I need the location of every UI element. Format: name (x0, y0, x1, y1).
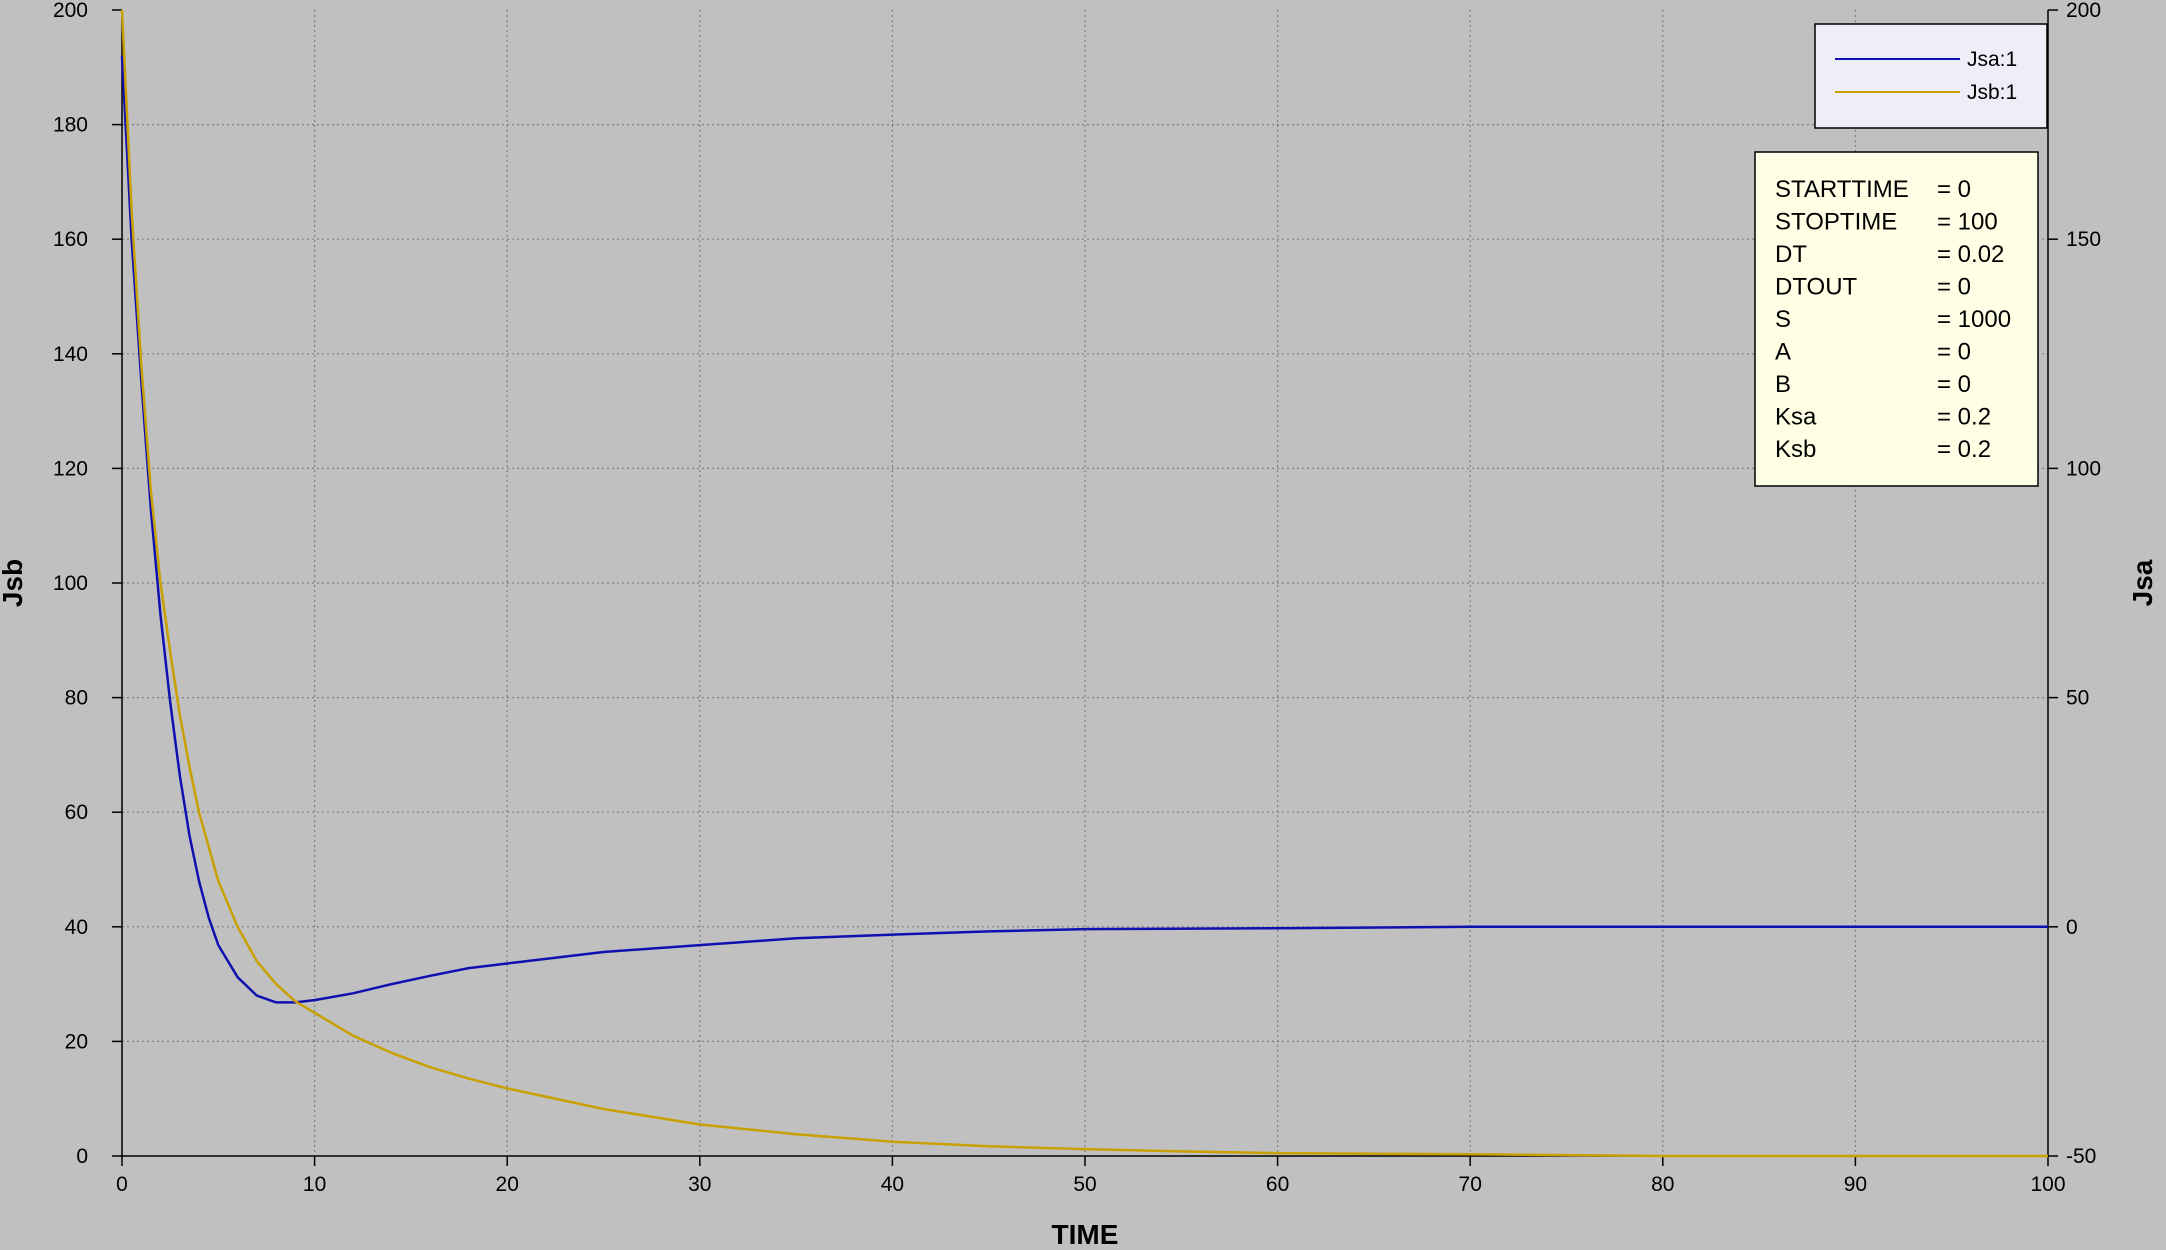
param-value: = 0 (1937, 339, 1971, 366)
legend-label-jsb: Jsb:1 (1967, 81, 2017, 104)
series-line-jsb (120, 9, 2048, 1158)
series-line-jsa (120, 55, 2048, 1004)
y-left-tick-label: 100 (53, 572, 88, 595)
param-name: A (1775, 339, 1791, 366)
x-tick-label: 50 (1073, 1173, 1096, 1196)
y-left-tick-label: 120 (53, 457, 88, 480)
y-right-tick-label: 100 (2066, 457, 2101, 480)
legend: Jsa:1 Jsb:1 (1814, 23, 2048, 129)
param-value: = 0 (1937, 274, 1971, 301)
param-name: S (1775, 306, 1791, 333)
param-value: = 0.2 (1937, 436, 1991, 463)
param-name: Ksb (1775, 436, 1816, 463)
y-left-tick-label: 60 (65, 801, 88, 824)
y-left-tick-label: 80 (65, 687, 88, 710)
y-left-tick-label: 40 (65, 916, 88, 939)
param-name: DT (1775, 241, 1807, 268)
y-right-tick-label: 150 (2066, 228, 2101, 251)
y-right-tick-label: 0 (2066, 916, 2078, 939)
y-axis-right-title: Jsa (2127, 559, 2158, 606)
x-tick-label: 80 (1651, 1173, 1674, 1196)
x-tick-label: 100 (2030, 1173, 2065, 1196)
param-name: STOPTIME (1775, 209, 1897, 236)
parameters-list: STARTTIME = 0 STOPTIME = 100 DT = 0.02 DTOUT = … (1775, 176, 2011, 463)
param-value: = 100 (1937, 209, 1998, 236)
x-tick-label: 30 (688, 1173, 711, 1196)
x-tick-label: 90 (1844, 1173, 1867, 1196)
x-tick-label: 40 (881, 1173, 904, 1196)
y-right-tick-label: -50 (2066, 1145, 2096, 1168)
param-value: = 0 (1937, 176, 1971, 203)
param-name: DTOUT (1775, 274, 1858, 301)
param-value: = 0 (1937, 371, 1971, 398)
y-left-tick-label: 160 (53, 228, 88, 251)
y-left-tick-label: 0 (76, 1145, 88, 1168)
parameters-box: STARTTIME = 0 STOPTIME = 100 DT = 0.02 DTOUT = … (1754, 151, 2039, 487)
param-name: Ksa (1775, 404, 1817, 431)
series-layer (120, 9, 2048, 1158)
param-name: B (1775, 371, 1791, 398)
param-value: = 0.2 (1937, 404, 1991, 431)
param-value: = 1000 (1937, 306, 2011, 333)
x-axis-title: TIME (1052, 1219, 1119, 1250)
tick-labels: 0 10 20 30 40 50 60 70 80 90 100 0 20 40 60 80 100 120 140… (53, 0, 2101, 1196)
x-tick-label: 0 (116, 1173, 128, 1196)
y-axis-left-title: Jsb (0, 559, 28, 607)
y-left-tick-label: 140 (53, 343, 88, 366)
x-tick-label: 70 (1459, 1173, 1482, 1196)
y-right-tick-label: 200 (2066, 0, 2101, 22)
param-value: = 0.02 (1937, 241, 2004, 268)
y-left-tick-label: 200 (53, 0, 88, 22)
y-left-tick-label: 20 (65, 1030, 88, 1053)
x-tick-label: 20 (496, 1173, 519, 1196)
x-tick-label: 10 (303, 1173, 326, 1196)
y-right-tick-label: 50 (2066, 687, 2089, 710)
x-tick-label: 60 (1266, 1173, 1289, 1196)
param-name: STARTTIME (1775, 176, 1909, 203)
legend-label-jsa: Jsa:1 (1967, 48, 2017, 71)
parameters-background (1754, 151, 2039, 487)
y-left-tick-label: 180 (53, 114, 88, 137)
legend-box (1814, 23, 2048, 129)
